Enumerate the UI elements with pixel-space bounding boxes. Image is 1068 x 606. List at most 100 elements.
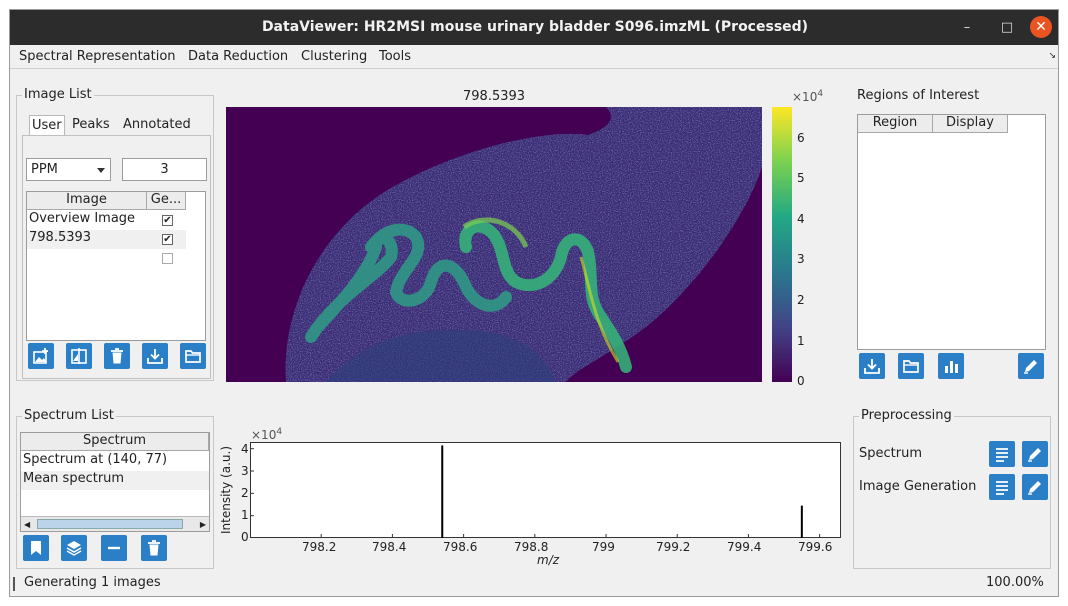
column-header-region[interactable]: Region bbox=[858, 115, 933, 133]
bar-chart-icon bbox=[945, 361, 958, 373]
open-roi-folder-button[interactable] bbox=[898, 353, 924, 379]
colorbar-tick: 4 bbox=[797, 212, 805, 226]
spectrum-row[interactable]: Mean spectrum bbox=[21, 471, 209, 490]
add-image-button[interactable] bbox=[28, 343, 54, 369]
image-title: 798.5393 bbox=[463, 89, 526, 104]
y-multiplier-power: 4 bbox=[276, 427, 283, 437]
download-icon bbox=[864, 359, 880, 374]
minimize-button[interactable]: – bbox=[963, 19, 971, 35]
maximize-button[interactable]: □ bbox=[1000, 19, 1014, 35]
column-header-display[interactable]: Display bbox=[933, 115, 1008, 133]
menu-spectral-representation[interactable]: Spectral Representation bbox=[19, 49, 176, 64]
split-button[interactable] bbox=[66, 343, 92, 369]
edit-roi-button[interactable] bbox=[1018, 353, 1044, 379]
tolerance-input[interactable]: 3 bbox=[122, 158, 207, 181]
y-axis-label: Intensity (a.u.) bbox=[219, 446, 233, 534]
image-generation-label: Image Generation bbox=[859, 479, 977, 494]
ion-image[interactable] bbox=[226, 107, 762, 382]
x-tick: 798.6 bbox=[443, 540, 478, 554]
x-axis-label: m/z bbox=[537, 553, 560, 567]
unit-select[interactable]: PPM bbox=[26, 158, 111, 181]
colorbar-gradient bbox=[772, 107, 792, 382]
status-separator bbox=[13, 577, 15, 591]
dataviewer-window: DataViewer: HR2MSI mouse urinary bladder… bbox=[9, 9, 1059, 597]
regions-table: Region Display bbox=[857, 114, 1046, 350]
toolbar-grip-icon[interactable]: ↘ bbox=[1048, 51, 1056, 61]
spectrum-preprocessing-edit-button[interactable] bbox=[1022, 441, 1048, 467]
spectrum-list-title: Spectrum List bbox=[22, 408, 116, 423]
x-tick: 798.4 bbox=[372, 540, 407, 554]
image-list-title: Image List bbox=[22, 87, 94, 102]
tab-panel bbox=[22, 135, 211, 379]
spectrum-plot[interactable] bbox=[250, 442, 841, 538]
tab-user[interactable]: User bbox=[29, 115, 65, 135]
x-tick: 799 bbox=[592, 540, 615, 554]
status-progress: 100.00% bbox=[986, 575, 1044, 590]
table-row[interactable] bbox=[27, 249, 186, 268]
menu-tools[interactable]: Tools bbox=[379, 49, 412, 64]
overlay-spectra-button[interactable] bbox=[61, 535, 87, 561]
column-header-spectrum[interactable]: Spectrum bbox=[21, 433, 209, 451]
download-icon bbox=[147, 349, 163, 364]
y-multiplier-label: ×104 bbox=[251, 427, 282, 442]
bookmark-icon bbox=[31, 541, 41, 555]
y-tick: 1 bbox=[241, 508, 249, 522]
layers-icon bbox=[66, 541, 82, 556]
bookmark-spectrum-button[interactable] bbox=[23, 535, 49, 561]
open-folder-button[interactable] bbox=[180, 343, 206, 369]
menu-data-reduction[interactable]: Data Reduction bbox=[188, 49, 289, 64]
roi-statistics-button[interactable] bbox=[938, 353, 964, 379]
spectrum-list-group: Spectrum List bbox=[16, 408, 214, 569]
colorbar-tick: 6 bbox=[797, 131, 805, 145]
colorbar bbox=[772, 107, 792, 382]
tab-annotated[interactable]: Annotated bbox=[123, 117, 191, 132]
close-button[interactable]: ✕ bbox=[1030, 16, 1052, 38]
x-tick: 799.6 bbox=[798, 540, 833, 554]
import-image-button[interactable] bbox=[142, 343, 168, 369]
delete-spectrum-button[interactable] bbox=[141, 535, 167, 561]
window-title: DataViewer: HR2MSI mouse urinary bladder… bbox=[261, 19, 809, 35]
scroll-right-icon[interactable]: ▶ bbox=[199, 520, 206, 529]
checkbox-checked[interactable]: ✔ bbox=[162, 234, 173, 245]
row-label: Overview Image bbox=[29, 211, 136, 226]
column-header-generate[interactable]: Ge... bbox=[147, 192, 186, 210]
table-row[interactable]: 798.5393 ✔ bbox=[27, 230, 186, 249]
colorbar-tick: 1 bbox=[797, 334, 805, 348]
menu-bar: Spectral Representation Data Reduction C… bbox=[10, 45, 1058, 69]
list-icon bbox=[996, 448, 1008, 462]
spectrum-table: Spectrum Spectrum at (140, 77) Mean spec… bbox=[20, 432, 210, 532]
spectrum-row[interactable]: Spectrum at (140, 77) bbox=[23, 452, 168, 467]
remove-spectrum-button[interactable] bbox=[101, 535, 127, 561]
x-tick: 799.2 bbox=[656, 540, 691, 554]
spectrum-preprocessing-label: Spectrum bbox=[859, 446, 922, 461]
scroll-left-icon[interactable]: ◀ bbox=[24, 520, 31, 529]
spectrum-preprocessing-list-button[interactable] bbox=[989, 441, 1015, 467]
table-row[interactable]: Overview Image ✔ bbox=[27, 211, 186, 230]
column-header-image[interactable]: Image bbox=[27, 192, 147, 210]
image-generation-edit-button[interactable] bbox=[1022, 474, 1048, 500]
colorbar-scale-base: ×10 bbox=[792, 90, 818, 104]
minus-icon bbox=[108, 546, 120, 550]
y-tick: 2 bbox=[241, 486, 249, 500]
urothelium-right bbox=[459, 220, 632, 373]
scrollbar-thumb[interactable] bbox=[37, 519, 183, 529]
x-tick: 798.8 bbox=[514, 540, 549, 554]
urothelium-left bbox=[305, 223, 512, 343]
x-tick: 798.2 bbox=[302, 540, 337, 554]
import-roi-button[interactable] bbox=[859, 353, 885, 379]
y-tick: 0 bbox=[241, 530, 249, 544]
plot-area bbox=[250, 442, 841, 538]
menu-clustering[interactable]: Clustering bbox=[301, 49, 368, 64]
regions-title: Regions of Interest bbox=[857, 88, 980, 103]
preprocessing-group: Preprocessing bbox=[853, 408, 1051, 569]
unit-select-value: PPM bbox=[31, 162, 58, 177]
checkbox-unchecked[interactable] bbox=[162, 253, 173, 264]
colorbar-tick: 0 bbox=[797, 374, 805, 388]
tab-peaks[interactable]: Peaks bbox=[72, 117, 110, 132]
checkbox-checked[interactable]: ✔ bbox=[162, 215, 173, 226]
image-generation-list-button[interactable] bbox=[989, 474, 1015, 500]
delete-image-button[interactable] bbox=[104, 343, 130, 369]
horizontal-scrollbar[interactable]: ◀ ▶ bbox=[21, 516, 209, 531]
colorbar-tick: 2 bbox=[797, 293, 805, 307]
colorbar-scale-label: ×104 bbox=[792, 89, 823, 104]
